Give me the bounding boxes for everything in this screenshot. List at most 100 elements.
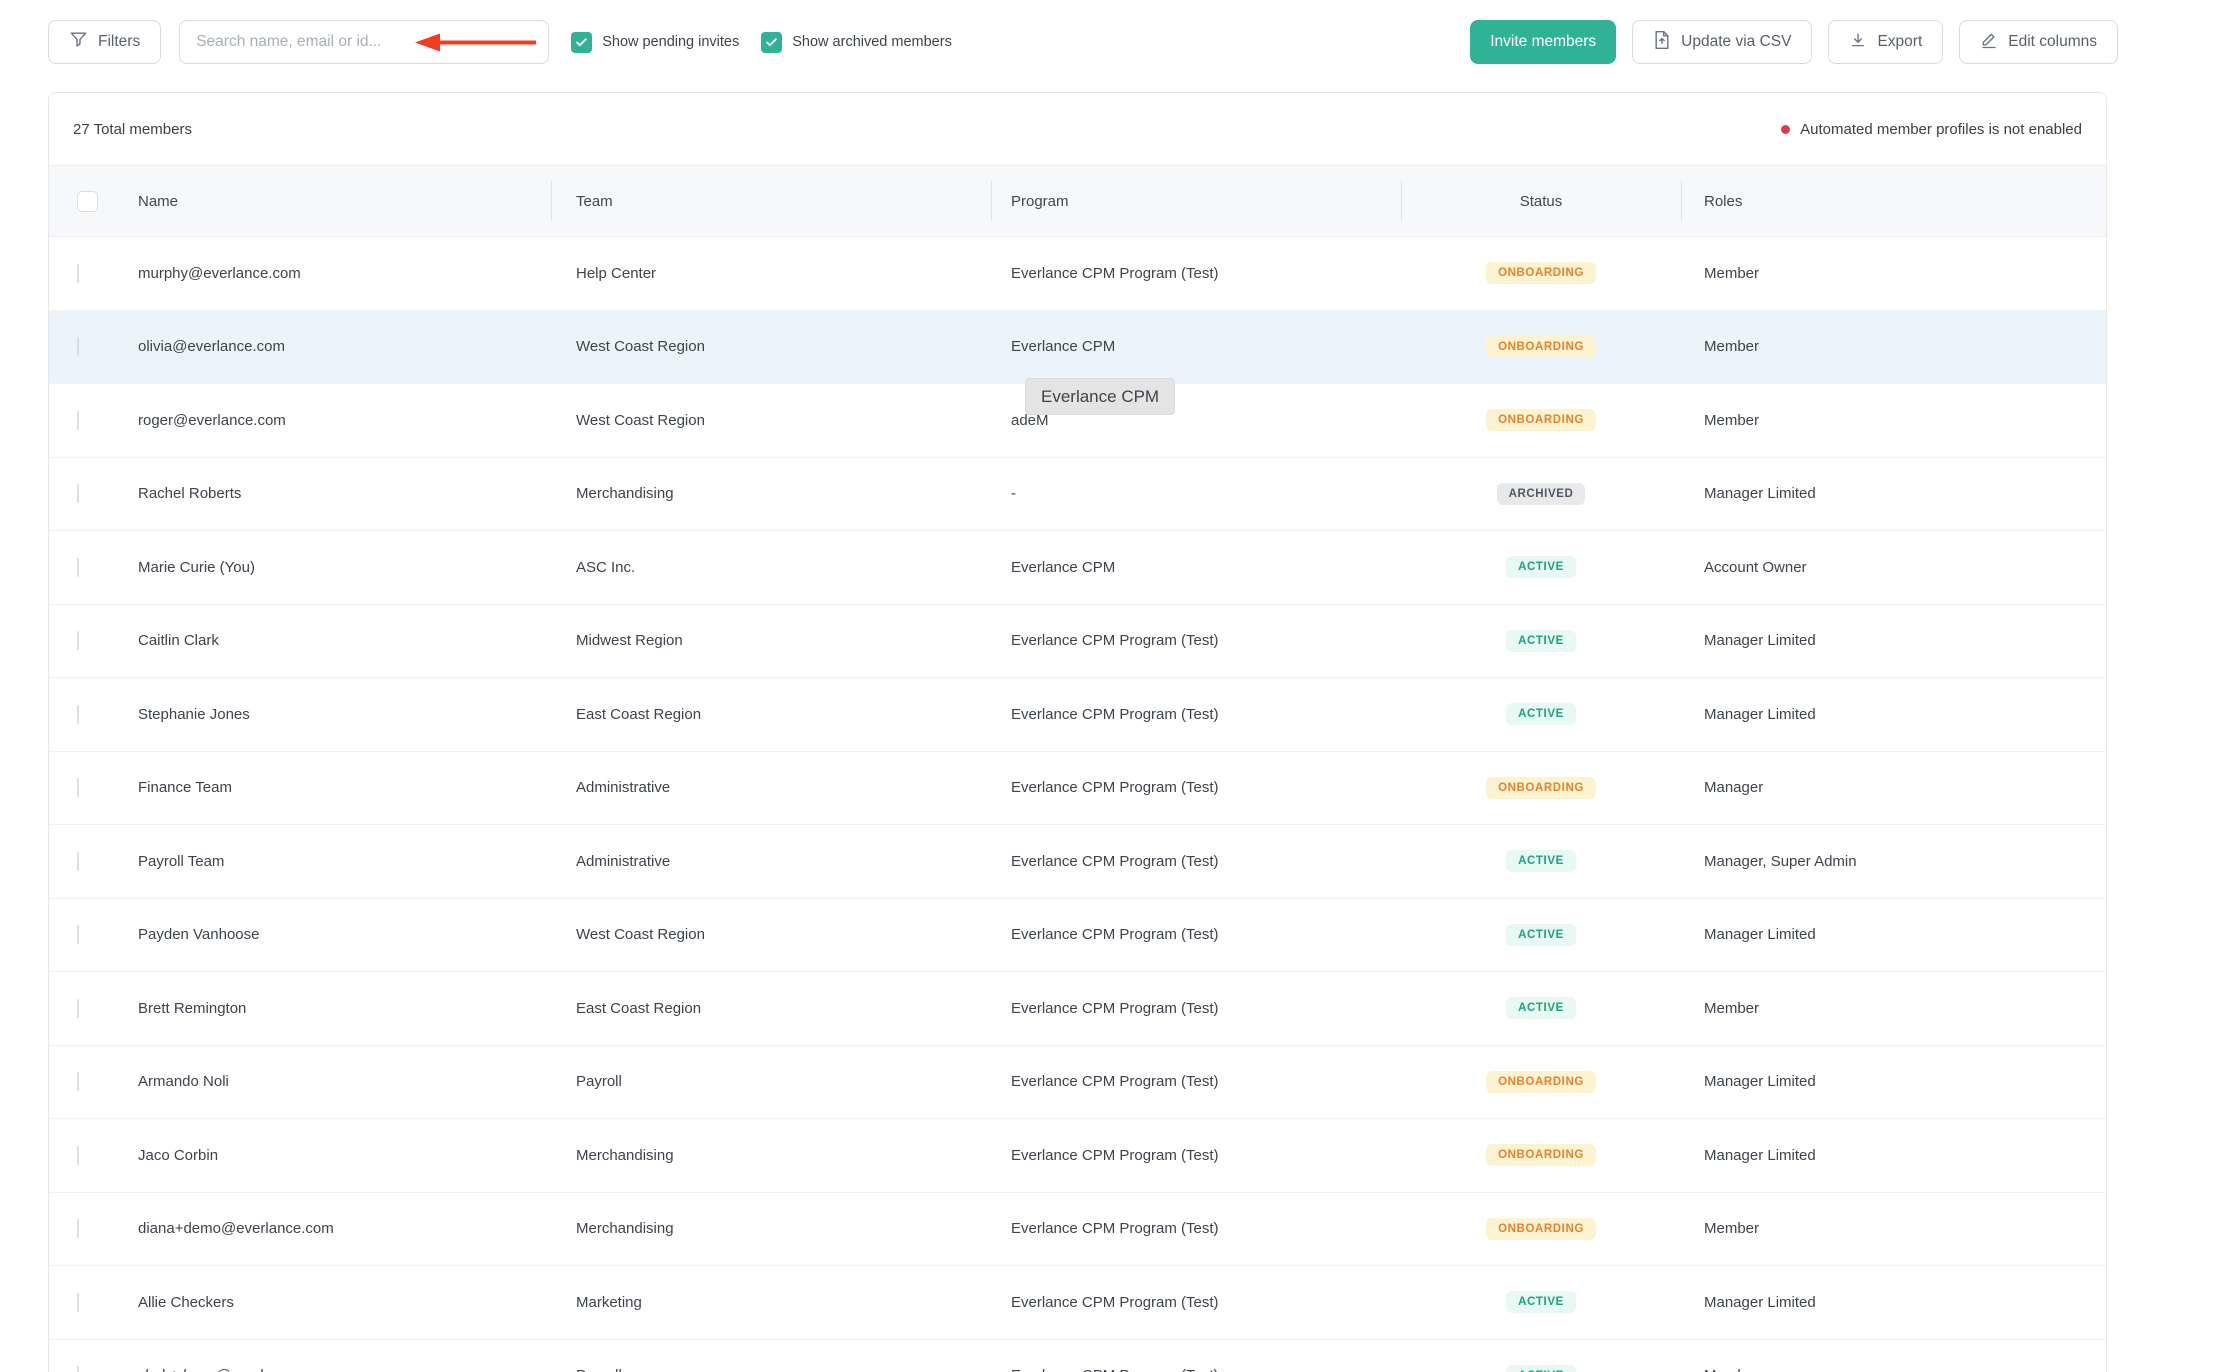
row-checkbox-cell xyxy=(49,704,131,724)
row-checkbox[interactable] xyxy=(77,557,79,577)
cell-roles: Manager Limited xyxy=(1704,1073,1816,1091)
table-row[interactable]: Armando Noli Payroll Everlance CPM Progr… xyxy=(49,1045,2106,1119)
show-pending-invites-checkbox[interactable]: Show pending invites xyxy=(571,31,739,53)
cell-roles: Manager Limited xyxy=(1704,632,1816,650)
table-row[interactable]: Brett Remington East Coast Region Everla… xyxy=(49,972,2106,1046)
table-row[interactable]: Finance Team Administrative Everlance CP… xyxy=(49,751,2106,825)
cell-team: Midwest Region xyxy=(576,632,683,650)
cell-status: ONBOARDING xyxy=(1401,335,1681,358)
cell-status: ACTIVE xyxy=(1401,1291,1681,1314)
select-all-checkbox[interactable] xyxy=(77,190,98,212)
table-row[interactable]: Stephanie Jones East Coast Region Everla… xyxy=(49,678,2106,752)
row-checkbox[interactable] xyxy=(77,1072,79,1092)
table-row[interactable]: clark+demo@everlance.com Payroll Everlan… xyxy=(49,1339,2106,1372)
row-checkbox[interactable] xyxy=(77,337,79,357)
cell-program: Everlance CPM Program (Test) xyxy=(1011,1146,1219,1164)
download-icon xyxy=(1849,31,1867,54)
column-header-roles[interactable]: Roles xyxy=(1681,166,2106,236)
column-header-team[interactable]: Team xyxy=(551,166,991,236)
cell-roles: Manager xyxy=(1704,779,1764,797)
table-row[interactable]: Caitlin Clark Midwest Region Everlance C… xyxy=(49,604,2106,678)
table-row[interactable]: Rachel Roberts Merchandising - ARCHIVED … xyxy=(49,457,2106,531)
cell-roles: Account Owner xyxy=(1704,558,1807,576)
invite-members-button[interactable]: Invite members xyxy=(1470,20,1617,64)
update-via-csv-button[interactable]: Update via CSV xyxy=(1632,20,1813,64)
members-card: 27 Total members Automated member profil… xyxy=(48,92,2107,1372)
edit-columns-button[interactable]: Edit columns xyxy=(1959,20,2118,64)
row-checkbox[interactable] xyxy=(77,631,79,651)
export-button[interactable]: Export xyxy=(1828,20,1944,64)
cell-name: diana+demo@everlance.com xyxy=(138,1220,334,1238)
status-badge: ACTIVE xyxy=(1506,923,1576,946)
table-row[interactable]: Payroll Team Administrative Everlance CP… xyxy=(49,825,2106,899)
row-checkbox-cell xyxy=(49,484,131,504)
cell-name: Finance Team xyxy=(138,779,232,797)
cell-team: East Coast Region xyxy=(576,999,702,1017)
status-badge: ACTIVE xyxy=(1506,629,1576,652)
column-header-program[interactable]: Program xyxy=(991,166,1401,236)
cell-status: ACTIVE xyxy=(1401,629,1681,652)
funnel-icon xyxy=(69,30,88,54)
table-row[interactable]: Allie Checkers Marketing Everlance CPM P… xyxy=(49,1266,2106,1340)
cell-program: Everlance CPM xyxy=(1011,558,1116,576)
cell-name: Caitlin Clark xyxy=(138,632,219,650)
cell-name: murphy@everlance.com xyxy=(138,264,301,282)
cell-name: clark+demo@everlance.com xyxy=(131,1367,551,1372)
table-row[interactable]: olivia@everlance.com West Coast Region E… xyxy=(49,310,2106,384)
table-row[interactable]: murphy@everlance.com Help Center Everlan… xyxy=(49,237,2106,311)
row-checkbox[interactable] xyxy=(77,778,79,798)
cell-team: West Coast Region xyxy=(576,411,705,429)
row-checkbox[interactable] xyxy=(77,851,79,871)
edit-columns-label: Edit columns xyxy=(2008,33,2097,50)
search-input[interactable] xyxy=(179,20,550,64)
table-row[interactable]: Payden Vanhoose West Coast Region Everla… xyxy=(49,898,2106,972)
row-checkbox[interactable] xyxy=(77,263,79,283)
show-archived-members-checkbox[interactable]: Show archived members xyxy=(761,31,952,53)
row-checkbox[interactable] xyxy=(77,925,79,945)
status-badge: ONBOARDING xyxy=(1486,776,1596,799)
column-header-name[interactable]: Name xyxy=(138,192,179,210)
cell-status: ONBOARDING xyxy=(1401,409,1681,432)
cell-team: Marketing xyxy=(576,1293,642,1311)
row-checkbox-cell xyxy=(49,557,131,577)
row-checkbox[interactable] xyxy=(77,1219,79,1239)
cell-roles: Member xyxy=(1704,264,1760,282)
cell-name: Stephanie Jones xyxy=(138,705,250,723)
cell-roles: Manager Limited xyxy=(1704,1146,1816,1164)
cell-team: West Coast Region xyxy=(576,926,705,944)
row-checkbox[interactable] xyxy=(77,704,79,724)
filters-button[interactable]: Filters xyxy=(48,20,162,64)
column-header-status[interactable]: Status xyxy=(1401,166,1681,236)
cell-name: roger@everlance.com xyxy=(138,411,286,429)
row-checkbox-cell xyxy=(49,263,131,283)
cell-program: Everlance CPM Program (Test) xyxy=(1011,852,1219,870)
cell-status: ACTIVE xyxy=(1401,703,1681,726)
row-checkbox[interactable] xyxy=(77,410,79,430)
total-members-count: 27 Total members xyxy=(73,120,192,138)
cell-status: ONBOARDING xyxy=(1401,262,1681,285)
cell-roles: Member xyxy=(1681,1367,2106,1372)
status-badge: ACTIVE xyxy=(1506,850,1576,873)
automated-profiles-notice: Automated member profiles is not enabled xyxy=(1781,121,2082,138)
row-checkbox[interactable] xyxy=(77,1366,79,1372)
row-checkbox[interactable] xyxy=(77,1145,79,1165)
row-checkbox[interactable] xyxy=(77,484,79,504)
update-via-csv-label: Update via CSV xyxy=(1681,33,1792,50)
table-row[interactable]: diana+demo@everlance.com Merchandising E… xyxy=(49,1192,2106,1266)
cell-team: East Coast Region xyxy=(576,705,702,723)
cell-team: Payroll xyxy=(576,1073,622,1091)
cell-roles: Manager, Super Admin xyxy=(1704,852,1857,870)
file-upload-icon xyxy=(1653,30,1671,55)
row-checkbox[interactable] xyxy=(77,1292,79,1312)
cell-program: - xyxy=(1011,485,1016,503)
table-row[interactable]: Jaco Corbin Merchandising Everlance CPM … xyxy=(49,1119,2106,1193)
cell-status: ACTIVE xyxy=(1401,997,1681,1020)
row-checkbox[interactable] xyxy=(77,998,79,1018)
toolbar-checkboxes: Show pending invites Show archived membe… xyxy=(571,20,974,64)
top-toolbar: Filters Show pending invites Show archiv… xyxy=(0,0,2214,92)
status-badge: ONBOARDING xyxy=(1486,409,1596,432)
table-row[interactable]: Marie Curie (You) ASC Inc. Everlance CPM… xyxy=(49,531,2106,605)
cell-roles: Manager Limited xyxy=(1704,485,1816,503)
cell-status: ACTIVE xyxy=(1401,923,1681,946)
cell-program: Everlance CPM Program (Test) xyxy=(1011,1220,1219,1238)
